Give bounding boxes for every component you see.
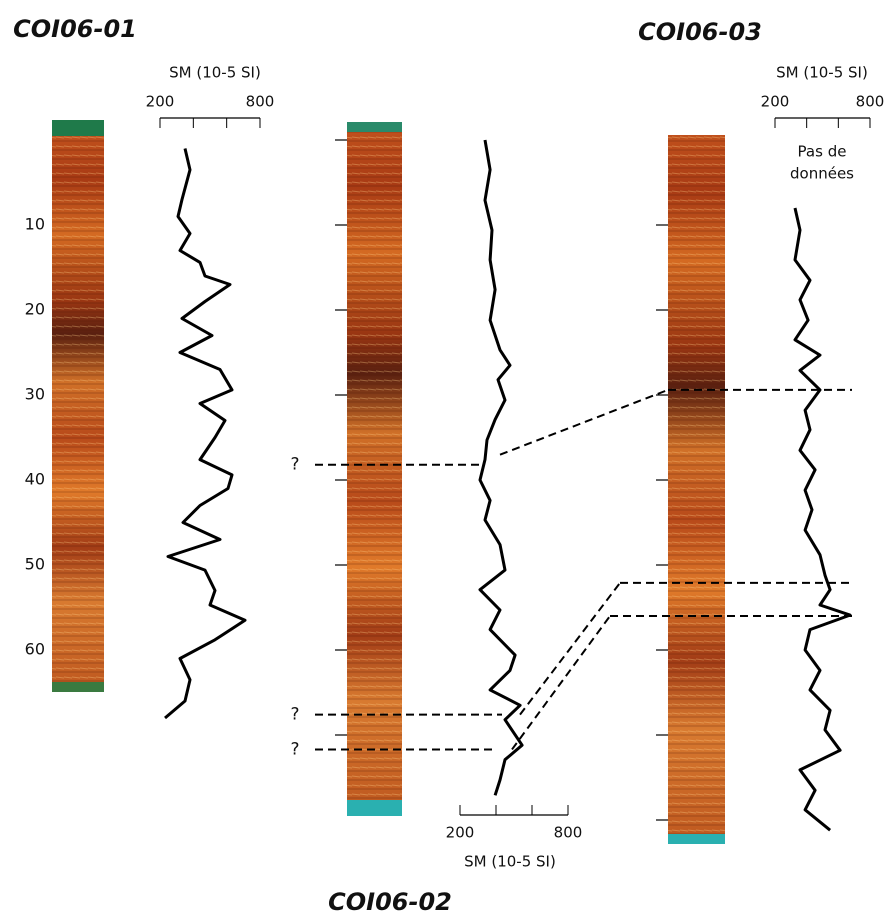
chart-title: COI06-03 [638, 18, 762, 46]
x-tick-label: 800 [246, 93, 275, 111]
tie-query: ? [290, 455, 299, 475]
x-tick-label: 800 [554, 824, 583, 842]
core-texture [668, 135, 725, 835]
core-cap [668, 834, 725, 844]
tie-query: ? [290, 705, 299, 725]
tie-slant [511, 615, 611, 751]
y-tick-label: 50 [25, 555, 45, 574]
tie-slant [499, 388, 669, 456]
sm-curve [164, 148, 247, 720]
core-cap [52, 120, 104, 138]
x-axis-label: SM (10-5 SI) [464, 853, 556, 871]
x-tick-label: 200 [761, 93, 790, 111]
x-tick-label: 200 [146, 93, 175, 111]
core-cap [347, 122, 402, 134]
y-tick-label: 30 [25, 385, 45, 404]
x-tick-label: 200 [446, 824, 475, 842]
core-photos [52, 120, 725, 844]
annotation: données [790, 165, 854, 183]
annotation: Pas de [798, 143, 847, 161]
sm-curve [793, 207, 852, 832]
core-cap [347, 800, 402, 816]
x-axis-label: SM (10-5 SI) [776, 64, 868, 82]
tie-slant [519, 582, 621, 716]
y-tick-label: 40 [25, 470, 45, 489]
tie-query: ? [290, 739, 299, 759]
chart-title: COI06-02 [328, 888, 452, 915]
chart-title: COI06-01 [13, 15, 137, 43]
core-texture [52, 136, 104, 684]
sm-curve [478, 139, 524, 796]
x-axis-label: SM (10-5 SI) [169, 64, 261, 82]
y-tick-label: 20 [25, 300, 45, 319]
core-cap [52, 682, 104, 692]
x-tick-label: 800 [856, 93, 885, 111]
core-texture [347, 132, 402, 802]
y-tick-label: 60 [25, 640, 45, 659]
y-tick-label: 10 [25, 215, 45, 234]
